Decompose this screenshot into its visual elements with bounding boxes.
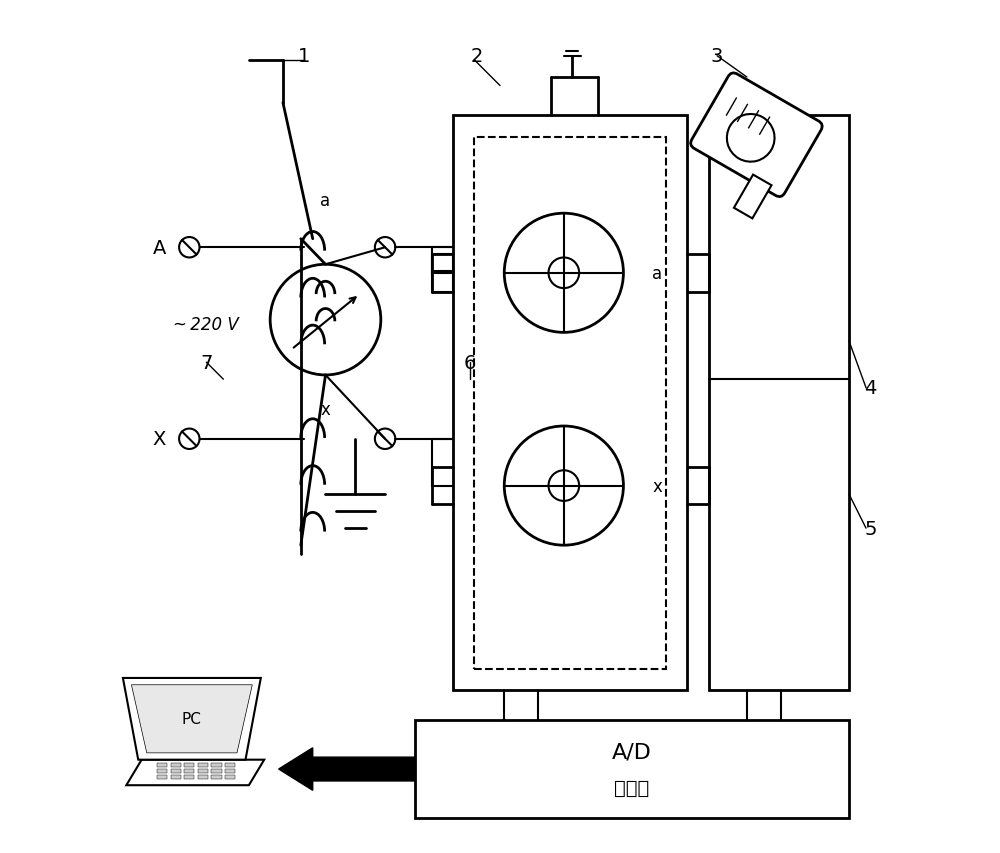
Polygon shape xyxy=(131,685,252,753)
Bar xyxy=(171,775,181,780)
Text: a: a xyxy=(652,264,663,282)
Text: ~ 220 V: ~ 220 V xyxy=(173,316,239,334)
Bar xyxy=(171,763,181,768)
Bar xyxy=(211,763,222,768)
Polygon shape xyxy=(123,678,261,760)
Bar xyxy=(198,763,208,768)
Text: a: a xyxy=(320,192,331,210)
Polygon shape xyxy=(126,760,264,786)
Bar xyxy=(225,769,235,774)
Text: x: x xyxy=(653,477,662,495)
Bar xyxy=(211,769,222,774)
Bar xyxy=(211,775,222,780)
Bar xyxy=(709,116,849,690)
FancyBboxPatch shape xyxy=(691,73,822,197)
Text: 采集卡: 采集卡 xyxy=(614,778,650,798)
Text: 2: 2 xyxy=(471,47,483,67)
Bar xyxy=(198,769,208,774)
Bar xyxy=(157,769,167,774)
Bar xyxy=(184,769,194,774)
Text: X: X xyxy=(153,430,166,449)
Bar xyxy=(157,775,167,780)
Bar xyxy=(432,255,453,276)
Circle shape xyxy=(727,115,775,162)
Bar xyxy=(171,769,181,774)
Text: 5: 5 xyxy=(864,519,877,538)
Bar xyxy=(453,116,687,690)
Text: x: x xyxy=(321,401,330,419)
Text: PC: PC xyxy=(182,711,202,727)
Bar xyxy=(474,137,666,669)
Text: 6: 6 xyxy=(464,353,476,372)
Bar xyxy=(198,775,208,780)
Bar xyxy=(225,763,235,768)
Text: 3: 3 xyxy=(711,47,723,67)
Bar xyxy=(225,775,235,780)
Text: 1: 1 xyxy=(298,47,310,67)
FancyArrow shape xyxy=(279,748,415,791)
Bar xyxy=(415,720,849,818)
Text: A: A xyxy=(153,239,166,258)
Text: 4: 4 xyxy=(864,379,876,397)
Bar xyxy=(432,272,453,293)
Bar xyxy=(184,763,194,768)
Bar xyxy=(157,763,167,768)
Bar xyxy=(184,775,194,780)
Text: A/D: A/D xyxy=(612,741,652,761)
Text: 7: 7 xyxy=(200,353,213,372)
Polygon shape xyxy=(734,176,772,219)
